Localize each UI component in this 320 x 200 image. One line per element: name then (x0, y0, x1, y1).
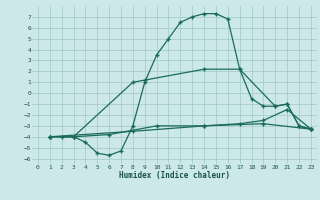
X-axis label: Humidex (Indice chaleur): Humidex (Indice chaleur) (119, 171, 230, 180)
